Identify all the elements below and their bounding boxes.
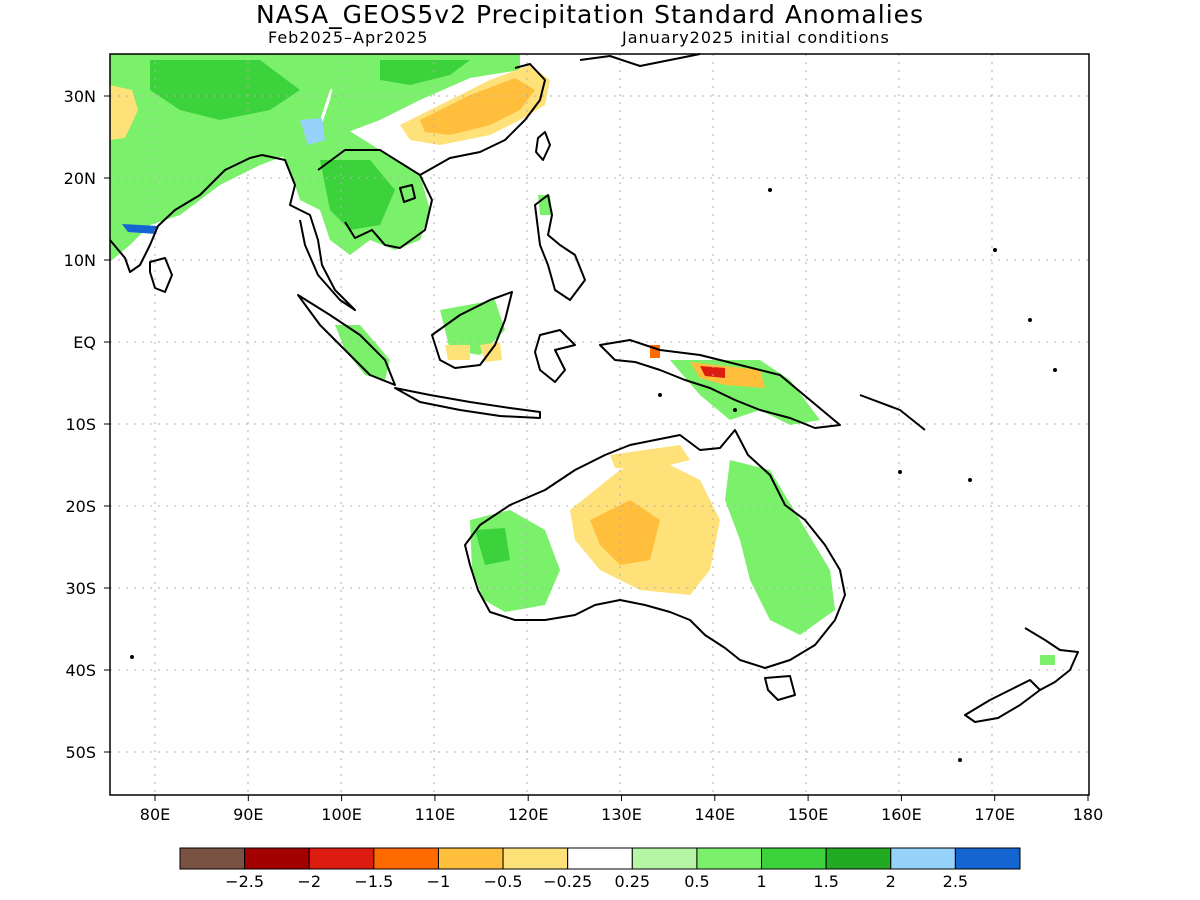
- anomaly-north-australia-dry: [610, 445, 690, 470]
- colorbar-swatch: [502, 847, 569, 870]
- anomaly-borneo-dry: [445, 345, 470, 360]
- island-markers: [130, 188, 1057, 762]
- anomaly-east-india-blue: [122, 224, 158, 234]
- lat-label: 40S: [65, 661, 96, 680]
- colorbar-label: −1.5: [354, 872, 393, 891]
- initial-conditions: January2025 initial conditions: [622, 28, 890, 47]
- anomaly-borneo: [440, 300, 505, 355]
- colorbar-label: 2.5: [943, 872, 968, 891]
- anomaly-central-australia-drier: [590, 500, 660, 565]
- coastlines: [109, 53, 1079, 723]
- anomaly-east-australia-wet: [725, 460, 835, 635]
- colorbar-swatch: [567, 847, 633, 870]
- colorbar-swatch: [696, 847, 763, 870]
- lat-label: 30S: [65, 579, 96, 598]
- anomaly-bangladesh-blue: [300, 118, 325, 145]
- latitude-labels: 30N 20N 10N EQ 10S 20S 30S 40S 50S: [64, 87, 110, 762]
- anomaly-india-dry: [110, 85, 138, 140]
- anomaly-tibet-dark: [380, 60, 470, 85]
- anomaly-tibet-band: [320, 54, 520, 135]
- colorbar-label: −2.5: [225, 872, 264, 891]
- lon-label: 110E: [415, 805, 456, 824]
- colorbar-swatch: [890, 847, 956, 870]
- anomaly-west-australia-dark: [475, 528, 510, 565]
- colorbar-label: 0.5: [684, 872, 709, 891]
- lat-label: EQ: [73, 333, 96, 352]
- anomaly-indochina-dark: [320, 160, 395, 230]
- colorbar-label: −2: [297, 872, 321, 891]
- colorbar-label: −0.5: [484, 872, 523, 891]
- colorbar-swatch: [308, 847, 375, 870]
- colorbar-label: 2: [886, 872, 896, 891]
- lat-label: 20N: [64, 169, 96, 188]
- lon-label: 150E: [788, 805, 829, 824]
- grid-lines: [110, 54, 1089, 795]
- colorbar-label: 1: [756, 872, 766, 891]
- lon-label: 80E: [140, 805, 170, 824]
- lat-label: 10S: [65, 415, 96, 434]
- colorbar-label: −0.25: [543, 872, 592, 891]
- lon-label: 90E: [233, 805, 263, 824]
- lon-label: 140E: [694, 805, 735, 824]
- lon-label: 170E: [974, 805, 1015, 824]
- lon-label: 160E: [881, 805, 922, 824]
- lon-label: 130E: [601, 805, 642, 824]
- lon-label: 100E: [321, 805, 362, 824]
- colorbar-label: −1: [427, 872, 451, 891]
- colorbar-swatch: [179, 847, 246, 870]
- lat-label: 30N: [64, 87, 96, 106]
- anomaly-shading: [110, 54, 1055, 665]
- colorbar-swatch: [825, 847, 892, 870]
- anomaly-sumatra: [335, 325, 390, 380]
- colorbar-labels: −2.5 −2 −1.5 −1 −0.5 −0.25 0.25 0.5 1 1.5 2 2.5: [225, 872, 968, 891]
- anomaly-new-guinea-red: [700, 366, 725, 378]
- lat-label: 20S: [65, 497, 96, 516]
- lon-label: 120E: [508, 805, 549, 824]
- anomaly-south-asia: [110, 54, 360, 260]
- colorbar-label: 1.5: [813, 872, 838, 891]
- colorbar-swatch: [244, 847, 310, 870]
- lon-label: 180: [1073, 805, 1104, 824]
- longitude-labels: 80E 90E 100E 110E 120E 130E 140E 150E 160E 170E 18…: [140, 795, 1104, 824]
- colorbar-swatch: [954, 847, 1021, 870]
- map-title: NASA_GEOS5v2 Precipitation Standard Anom…: [255, 0, 925, 29]
- colorbar: [179, 847, 1021, 870]
- colorbar-swatch: [631, 847, 698, 870]
- forecast-period: Feb2025–Apr2025: [268, 28, 429, 47]
- colorbar-swatch: [437, 847, 504, 870]
- lat-label: 10N: [64, 251, 96, 270]
- lat-label: 50S: [65, 743, 96, 762]
- anomaly-himalaya-dark: [150, 60, 300, 120]
- colorbar-swatch: [373, 847, 439, 870]
- colorbar-label: 0.25: [614, 872, 650, 891]
- anomaly-new-zealand: [1040, 655, 1055, 665]
- anomaly-china-drier: [420, 78, 535, 135]
- colorbar-swatch: [761, 847, 827, 870]
